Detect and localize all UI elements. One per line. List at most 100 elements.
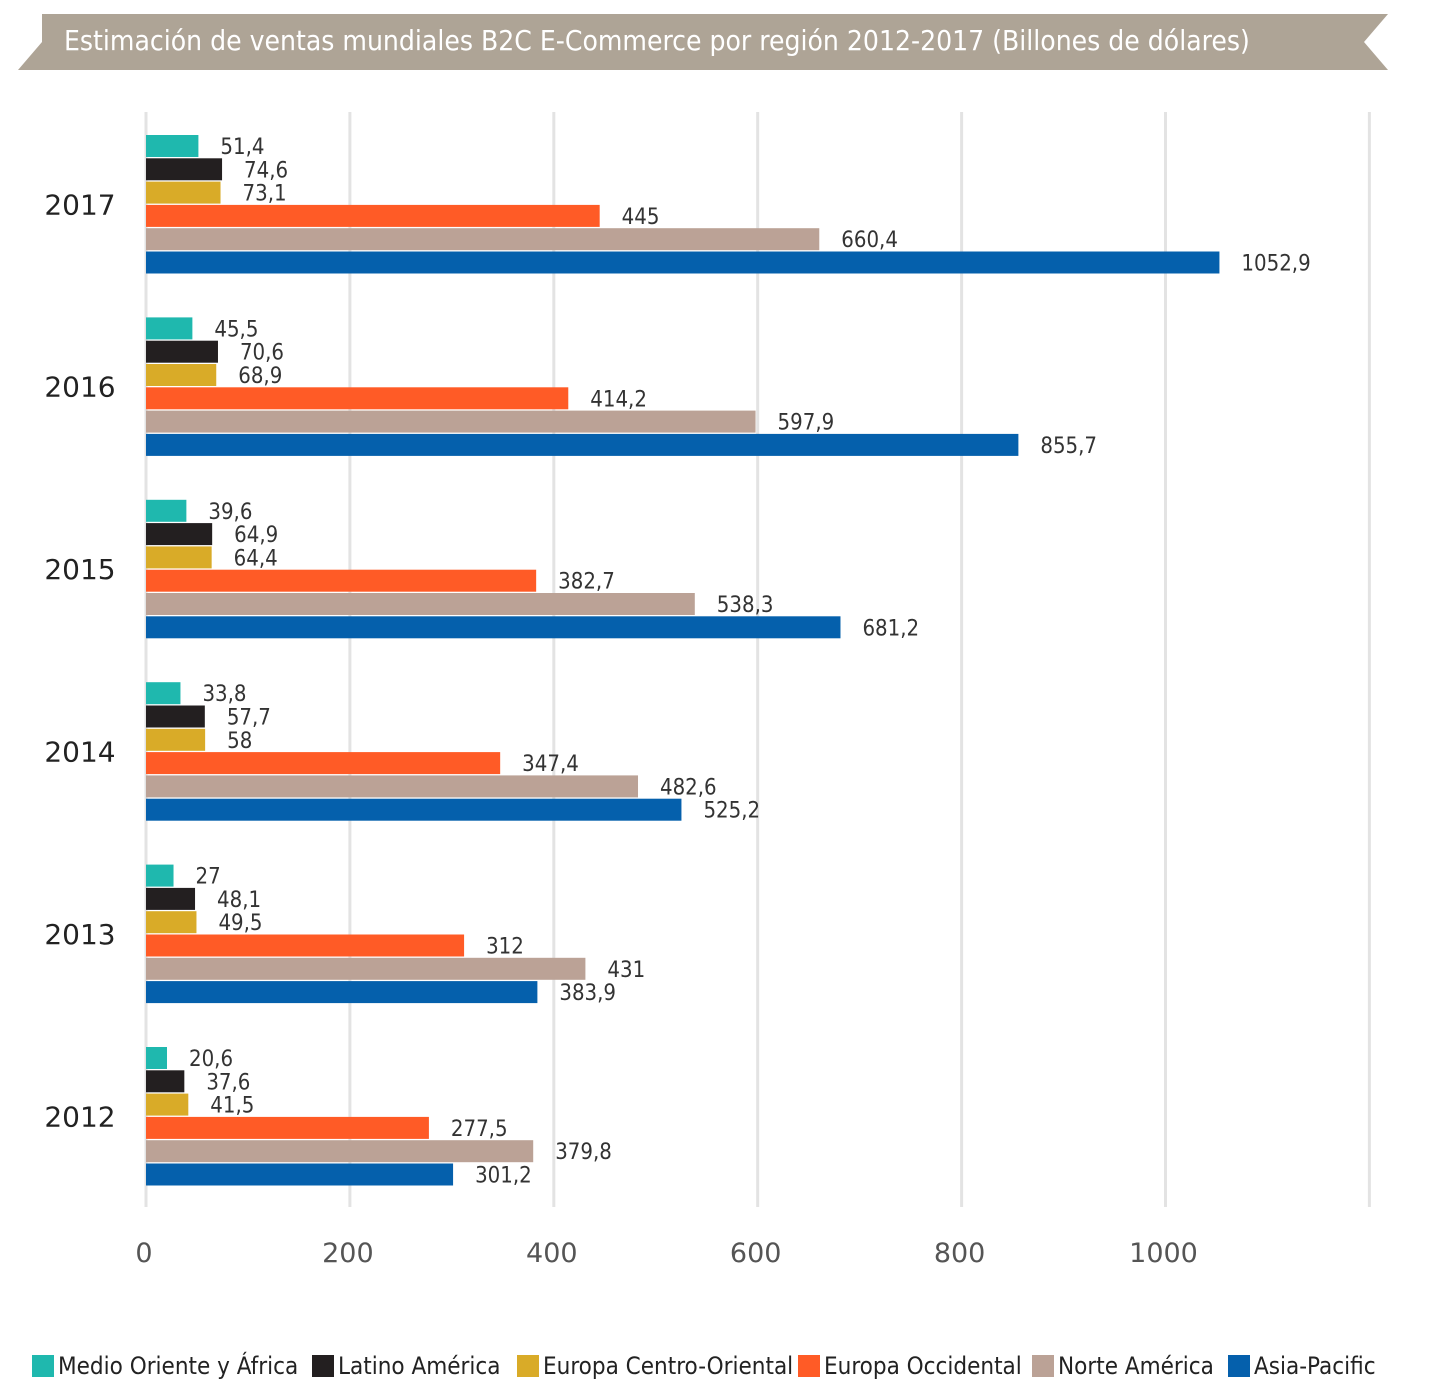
category-label: 2017 (44, 188, 115, 221)
legend-label: Asia-Pacific (1254, 1352, 1376, 1380)
data-label: 74,6 (244, 158, 288, 183)
data-label: 301,2 (475, 1164, 532, 1189)
x-tick-label: 600 (730, 1238, 782, 1269)
data-label: 58 (227, 729, 252, 754)
data-label: 855,7 (1040, 434, 1097, 459)
bar (146, 887, 196, 910)
data-label: 312 (486, 935, 524, 960)
data-label: 37,6 (206, 1070, 250, 1095)
legend-label: Medio Oriente y África (58, 1352, 299, 1380)
bar (146, 364, 217, 386)
bar (146, 775, 639, 798)
bar (146, 728, 206, 751)
bar (146, 433, 1019, 456)
data-label: 70,6 (240, 341, 284, 366)
chart-title: Estimación de ventas mundiales B2C E-Com… (64, 24, 1250, 57)
bar (146, 135, 199, 157)
bar (146, 340, 218, 363)
bar (146, 593, 695, 615)
legend-swatch (312, 1355, 334, 1377)
data-label: 660,4 (841, 228, 898, 253)
legend-label: Norte América (1058, 1352, 1214, 1380)
data-label: 1052,9 (1241, 252, 1310, 277)
bar (146, 682, 181, 705)
bar (146, 934, 465, 957)
legend-item: Latino América (312, 1350, 501, 1382)
bar (146, 911, 197, 934)
bar (146, 158, 223, 181)
data-label: 383,9 (559, 981, 616, 1006)
x-tick-label: 800 (934, 1238, 986, 1269)
bars (146, 135, 1220, 1186)
bar (146, 1093, 189, 1116)
data-label: 681,2 (862, 616, 919, 641)
data-label: 64,4 (234, 546, 278, 571)
legend-item: Asia-Pacific (1228, 1350, 1376, 1382)
bar (146, 546, 212, 569)
legend-item: Medio Oriente y África (32, 1350, 298, 1382)
legend-label: Europa Occidental (824, 1352, 1022, 1380)
data-label: 445 (622, 205, 660, 230)
bar (146, 317, 193, 340)
bar (146, 204, 600, 227)
bar (146, 1070, 185, 1093)
bar (146, 251, 1220, 274)
bar (146, 957, 586, 980)
bar (146, 1116, 429, 1139)
bar (146, 387, 569, 410)
data-label: 431 (607, 958, 645, 983)
bar (146, 616, 841, 639)
category-label: 2015 (44, 553, 115, 586)
data-label: 57,7 (227, 706, 271, 731)
bar (146, 864, 174, 887)
bar (146, 499, 187, 522)
data-label: 45,5 (214, 317, 258, 342)
data-label: 68,9 (238, 364, 282, 389)
data-label: 538,3 (717, 593, 774, 618)
category-label: 2012 (44, 1100, 115, 1133)
data-label: 382,7 (558, 570, 615, 595)
data-label: 41,5 (210, 1094, 254, 1119)
data-label: 33,8 (202, 682, 246, 707)
legend-swatch (32, 1355, 54, 1377)
bar (146, 705, 205, 728)
category-label: 2016 (44, 371, 115, 404)
data-label: 347,4 (522, 752, 579, 777)
data-label: 64,9 (234, 523, 278, 548)
bar (146, 752, 501, 775)
bar (146, 1140, 534, 1163)
bar (146, 228, 820, 251)
data-label: 597,9 (778, 411, 835, 436)
gridlines (144, 112, 1371, 1207)
bar (146, 1163, 454, 1186)
legend-swatch (517, 1355, 539, 1377)
data-label: 525,2 (703, 799, 760, 824)
legend-swatch (1228, 1355, 1250, 1377)
legend-label: Europa Centro-Oriental (543, 1352, 794, 1380)
legend-label: Latino América (338, 1352, 501, 1380)
bar (146, 569, 537, 592)
data-label: 49,5 (218, 911, 262, 936)
bar (146, 181, 221, 204)
x-tick-label: 0 (135, 1238, 152, 1269)
bar (146, 1047, 168, 1069)
category-label: 2013 (44, 918, 115, 951)
legend-swatch (798, 1355, 820, 1377)
data-label: 414,2 (590, 387, 647, 412)
legend: Medio Oriente y África Latino América Euro… (32, 1350, 1422, 1386)
bar (146, 523, 213, 546)
bar (146, 981, 538, 1004)
legend-item: Norte América (1032, 1350, 1214, 1382)
data-label: 48,1 (217, 888, 261, 913)
legend-item: Europa Centro-Oriental (517, 1350, 793, 1382)
data-label: 27 (196, 865, 221, 890)
data-label: 73,1 (243, 182, 287, 207)
data-label: 379,8 (555, 1140, 612, 1165)
data-label: 51,4 (220, 135, 264, 160)
data-label: 277,5 (451, 1117, 508, 1142)
title-banner: Estimación de ventas mundiales B2C E-Com… (18, 14, 1388, 70)
x-axis: 0 200 400 600 800 1000 (135, 1238, 1197, 1269)
data-labels: 51,474,673,1 445 660,4 1052,9 45,570,668,9 41… (189, 135, 1311, 1189)
title-banner-shape (18, 14, 1388, 70)
legend-swatch (1032, 1355, 1054, 1377)
